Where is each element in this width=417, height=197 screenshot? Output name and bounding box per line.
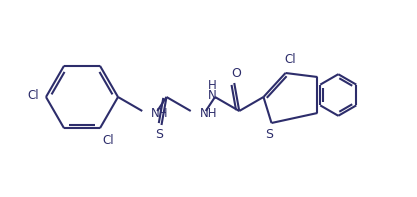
Text: N: N [208, 88, 216, 101]
Text: S: S [266, 127, 274, 140]
Text: NH: NH [151, 107, 169, 120]
Text: Cl: Cl [27, 88, 39, 101]
Text: H: H [208, 78, 216, 91]
Text: NH: NH [200, 107, 217, 120]
Text: O: O [231, 67, 241, 80]
Text: Cl: Cl [102, 134, 114, 147]
Text: S: S [156, 128, 163, 141]
Text: Cl: Cl [285, 52, 296, 65]
